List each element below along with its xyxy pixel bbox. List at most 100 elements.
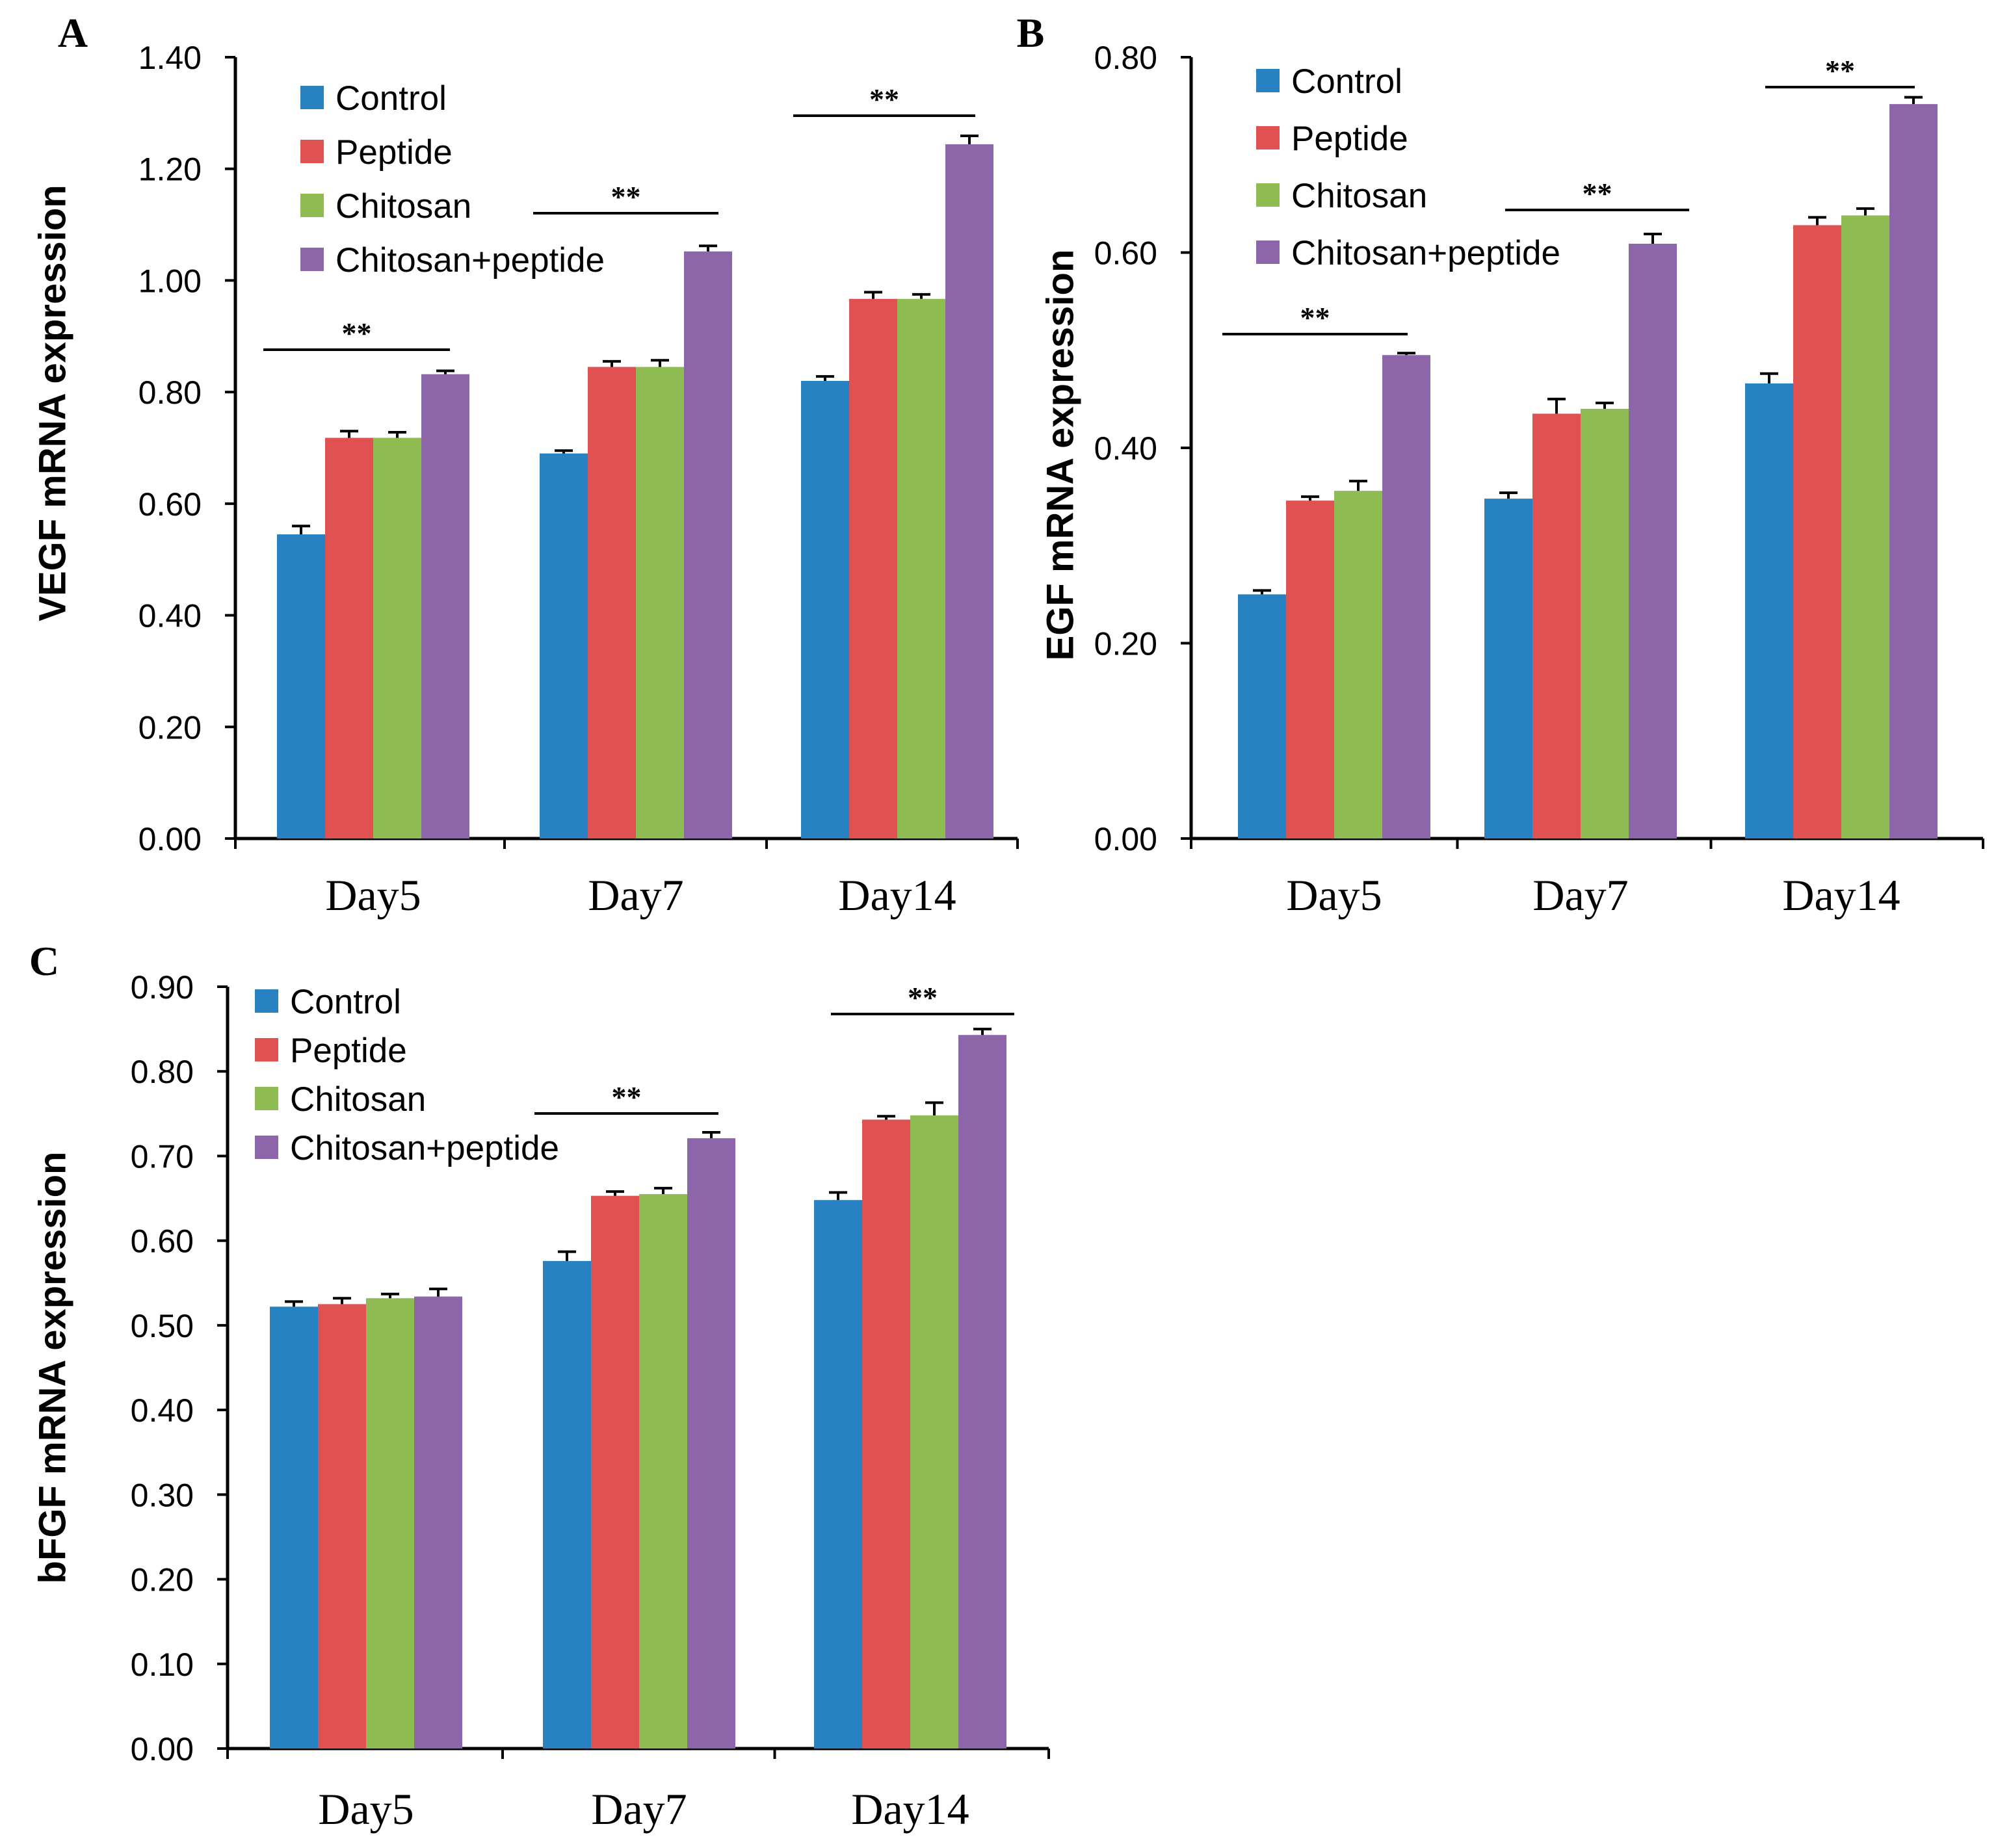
x-tick-label: Day7 xyxy=(588,870,683,920)
x-tick-label: Day14 xyxy=(851,1784,969,1834)
bar-chitosan-peptide-day7 xyxy=(1629,243,1677,839)
y-tick-label: 0.20 xyxy=(138,709,202,746)
bar-chitosan-day7 xyxy=(1581,408,1629,839)
bar-peptide-day7 xyxy=(591,1195,639,1749)
y-tick-label: 0.00 xyxy=(138,821,202,857)
bar-chitosan-day7 xyxy=(639,1194,687,1749)
y-axis-title: EGF mRNA expression xyxy=(1039,250,1081,661)
y-tick-label: 1.20 xyxy=(138,151,202,188)
bar-chitosan-day14 xyxy=(910,1115,958,1749)
legend-label: Peptide xyxy=(1291,120,1408,158)
bar-peptide-day7 xyxy=(588,367,636,839)
bar-control-day5 xyxy=(1238,594,1286,839)
y-tick-label: 0.40 xyxy=(1094,430,1157,467)
legend-swatch xyxy=(255,989,278,1013)
bar-control-day7 xyxy=(1484,499,1532,839)
legend-swatch xyxy=(255,1136,278,1159)
x-tick-label: Day14 xyxy=(838,870,956,920)
legend-swatch xyxy=(1256,241,1280,264)
significance-marker: ** xyxy=(1583,177,1612,210)
significance-marker: ** xyxy=(611,180,641,213)
y-tick-label: 0.60 xyxy=(1094,235,1157,272)
legend-swatch xyxy=(1256,69,1280,92)
legend-label: Chitosan+peptide xyxy=(1291,234,1560,272)
y-axis-title: bFGF mRNA expression xyxy=(31,1152,73,1584)
bar-chitosan-peptide-day5 xyxy=(414,1296,462,1749)
legend-swatch xyxy=(300,86,324,109)
legend-swatch xyxy=(255,1087,278,1110)
bar-chitosan-day14 xyxy=(1841,215,1889,839)
bar-chitosan-peptide-day14 xyxy=(958,1035,1006,1749)
legend-swatch xyxy=(300,248,324,271)
x-tick-label: Day7 xyxy=(1532,870,1628,920)
bar-peptide-day14 xyxy=(849,298,897,839)
x-tick-label: Day5 xyxy=(318,1784,414,1834)
significance-marker: ** xyxy=(1300,301,1330,334)
bar-peptide-day5 xyxy=(1286,501,1334,839)
bar-control-day14 xyxy=(1745,383,1793,839)
panel-letter: A xyxy=(58,10,88,56)
bar-peptide-day5 xyxy=(325,437,373,839)
y-tick-label: 1.40 xyxy=(138,40,202,76)
legend-swatch xyxy=(255,1038,278,1061)
legend-swatch xyxy=(1256,126,1280,150)
bar-chitosan-day5 xyxy=(1334,491,1382,839)
bar-chitosan-peptide-day14 xyxy=(1889,104,1938,839)
y-tick-label: 0.70 xyxy=(131,1138,194,1175)
y-axis-title: VEGF mRNA expression xyxy=(31,185,73,621)
bar-chitosan-day14 xyxy=(897,298,945,839)
bar-chitosan-peptide-day7 xyxy=(684,251,732,839)
bar-peptide-day7 xyxy=(1532,413,1581,839)
bar-peptide-day5 xyxy=(318,1304,366,1749)
significance-marker: ** xyxy=(612,1080,642,1113)
significance-marker: ** xyxy=(908,981,938,1014)
bar-control-day5 xyxy=(277,534,325,839)
y-tick-label: 0.60 xyxy=(131,1223,194,1260)
bar-chitosan-peptide-day5 xyxy=(421,374,469,839)
y-tick-label: 0.30 xyxy=(131,1477,194,1513)
legend-swatch xyxy=(300,194,324,217)
legend-label: Peptide xyxy=(290,1032,407,1070)
legend-label: Control xyxy=(1291,62,1402,101)
legend: Control Peptide Chitosan Chitosan+peptide xyxy=(1256,62,1560,272)
significance-marker: ** xyxy=(1825,54,1855,87)
legend: Control Peptide Chitosan Chitosan+peptide xyxy=(255,983,559,1167)
y-tick-label: 0.90 xyxy=(131,969,194,1006)
y-tick-label: 0.00 xyxy=(131,1731,194,1767)
y-tick-label: 0.80 xyxy=(1094,40,1157,76)
bar-control-day7 xyxy=(540,453,588,839)
panel-letter: B xyxy=(1017,10,1045,56)
legend-swatch xyxy=(1256,183,1280,207)
significance-marker: ** xyxy=(869,83,899,116)
y-tick-label: 0.40 xyxy=(131,1392,194,1429)
bar-control-day5 xyxy=(270,1307,318,1749)
x-tick-label: Day14 xyxy=(1782,870,1900,920)
chart-panel-B: B EGF mRNA expression 0.00 0.20 0.40 0.60 0.80… xyxy=(1017,10,1984,920)
y-tick-label: 0.10 xyxy=(131,1646,194,1683)
x-tick-label: Day5 xyxy=(1286,870,1382,920)
legend-label: Chitosan xyxy=(1291,177,1427,215)
x-tick-label: Day5 xyxy=(325,870,421,920)
y-tick-label: 0.40 xyxy=(138,598,202,634)
legend: Control Peptide Chitosan Chitosan+peptide xyxy=(300,79,605,280)
significance-marker: ** xyxy=(342,317,372,350)
bar-control-day7 xyxy=(543,1260,591,1749)
legend-label: Chitosan+peptide xyxy=(290,1129,559,1167)
y-tick-label: 0.00 xyxy=(1094,821,1157,857)
y-tick-label: 0.20 xyxy=(131,1562,194,1598)
panel-letter: C xyxy=(29,938,59,984)
y-tick-label: 1.00 xyxy=(138,263,202,299)
bar-control-day14 xyxy=(814,1200,862,1749)
y-tick-label: 0.80 xyxy=(138,374,202,411)
bar-control-day14 xyxy=(801,380,849,839)
legend-label: Chitosan+peptide xyxy=(335,241,605,280)
y-tick-label: 0.20 xyxy=(1094,626,1157,662)
legend-label: Peptide xyxy=(335,133,453,172)
y-tick-label: 0.80 xyxy=(131,1054,194,1090)
chart-panel-A: A VEGF mRNA expression 0.00 0.20 0.40 0.60 0.8… xyxy=(31,10,1019,920)
bar-chitosan-day5 xyxy=(366,1298,414,1749)
legend-label: Chitosan xyxy=(290,1080,426,1119)
bar-chitosan-day5 xyxy=(373,437,421,839)
